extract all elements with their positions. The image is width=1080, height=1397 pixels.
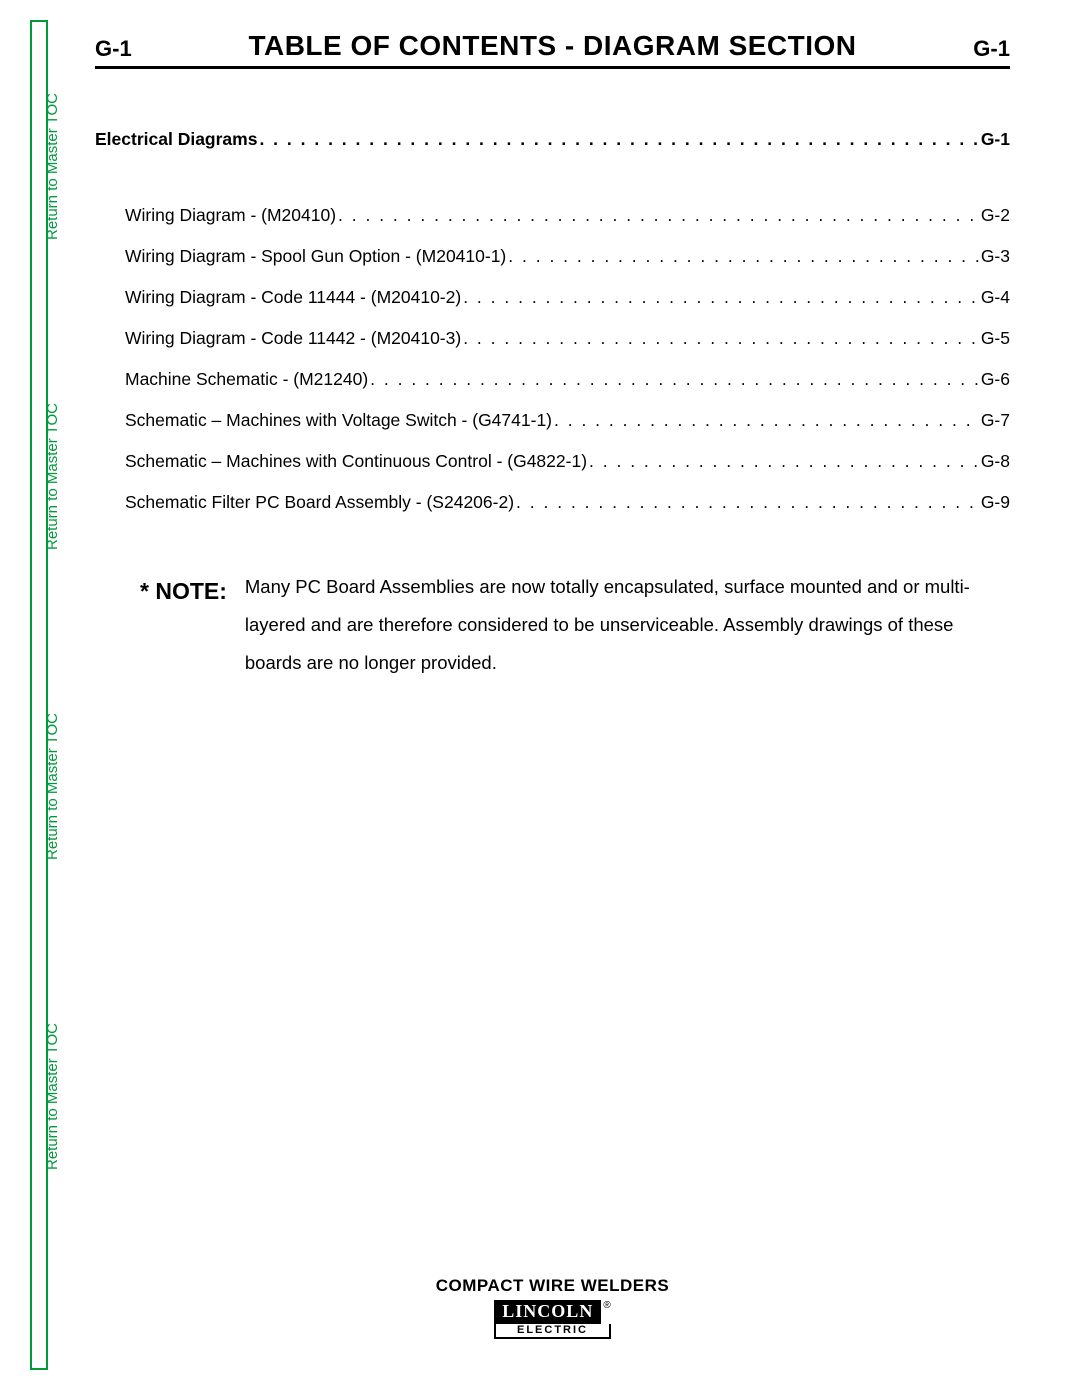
toc-item-label: Wiring Diagram - (M20410) (125, 205, 336, 226)
toc-item-page: G-7 (981, 410, 1010, 431)
toc-item-label: Schematic – Machines with Continuous Con… (125, 451, 587, 472)
note-label: * NOTE: (95, 568, 245, 682)
logo-top-text: LINCOLN (494, 1300, 601, 1324)
toc-leader-dots: . . . . . . . . . . . . . . . . . . . . … (506, 246, 981, 267)
logo-bottom-text: ELECTRIC (494, 1324, 610, 1339)
page-footer: COMPACT WIRE WELDERS LINCOLN ® ELECTRIC (95, 1276, 1010, 1339)
note-text: Many PC Board Assemblies are now totally… (245, 568, 1010, 682)
toc-item-row[interactable]: Schematic – Machines with Continuous Con… (95, 451, 1010, 472)
toc-item-label: Schematic – Machines with Voltage Switch… (125, 410, 552, 431)
toc-item-row[interactable]: Schematic – Machines with Voltage Switch… (95, 410, 1010, 431)
page-number-left: G-1 (95, 36, 132, 62)
toc-leader-dots: . . . . . . . . . . . . . . . . . . . . … (257, 129, 980, 150)
brand-logo: LINCOLN ® ELECTRIC (494, 1300, 610, 1339)
toc-item-row[interactable]: Wiring Diagram - (M20410) . . . . . . . … (95, 205, 1010, 226)
toc-item-row[interactable]: Wiring Diagram - Spool Gun Option - (M20… (95, 246, 1010, 267)
page: Return to Master TOC Return to Master TOC… (0, 0, 1080, 1397)
toc-item-label: Schematic Filter PC Board Assembly - (S2… (125, 492, 514, 513)
toc-leader-dots: . . . . . . . . . . . . . . . . . . . . … (587, 451, 981, 472)
toc-item-row[interactable]: Machine Schematic - (M21240) . . . . . .… (95, 369, 1010, 390)
toc-section-row[interactable]: Electrical Diagrams . . . . . . . . . . … (95, 129, 1010, 150)
registered-icon: ® (603, 1300, 610, 1311)
toc-item-page: G-9 (981, 492, 1010, 513)
toc-leader-dots: . . . . . . . . . . . . . . . . . . . . … (336, 205, 981, 226)
toc-leader-dots: . . . . . . . . . . . . . . . . . . . . … (461, 328, 981, 349)
toc-item-label: Wiring Diagram - Code 11444 - (M20410-2) (125, 287, 461, 308)
toc-item-label: Wiring Diagram - Code 11442 - (M20410-3) (125, 328, 461, 349)
return-to-master-toc-link[interactable]: Return to Master TOC (44, 1023, 61, 1170)
toc-item-row[interactable]: Wiring Diagram - Code 11444 - (M20410-2)… (95, 287, 1010, 308)
page-header: G-1 TABLE OF CONTENTS - DIAGRAM SECTION … (95, 30, 1010, 69)
toc-leader-dots: . . . . . . . . . . . . . . . . . . . . … (461, 287, 981, 308)
page-title: TABLE OF CONTENTS - DIAGRAM SECTION (248, 30, 856, 62)
return-to-master-toc-link[interactable]: Return to Master TOC (44, 93, 61, 240)
toc-leader-dots: . . . . . . . . . . . . . . . . . . . . … (368, 369, 981, 390)
toc-item-label: Machine Schematic - (M21240) (125, 369, 368, 390)
return-to-master-toc-link[interactable]: Return to Master TOC (44, 403, 61, 550)
toc-item-row[interactable]: Schematic Filter PC Board Assembly - (S2… (95, 492, 1010, 513)
toc-item-page: G-5 (981, 328, 1010, 349)
toc-leader-dots: . . . . . . . . . . . . . . . . . . . . … (514, 492, 981, 513)
toc-item-page: G-4 (981, 287, 1010, 308)
toc-item-page: G-6 (981, 369, 1010, 390)
toc-leader-dots: . . . . . . . . . . . . . . . . . . . . … (552, 410, 981, 431)
toc-item-label: Wiring Diagram - Spool Gun Option - (M20… (125, 246, 506, 267)
content-area: G-1 TABLE OF CONTENTS - DIAGRAM SECTION … (95, 30, 1010, 1357)
toc-item-page: G-3 (981, 246, 1010, 267)
toc-section-label: Electrical Diagrams (95, 129, 257, 150)
page-number-right: G-1 (973, 36, 1010, 62)
return-to-master-toc-link[interactable]: Return to Master TOC (44, 713, 61, 860)
toc-item-page: G-2 (981, 205, 1010, 226)
note-block: * NOTE: Many PC Board Assemblies are now… (95, 568, 1010, 682)
table-of-contents: Electrical Diagrams . . . . . . . . . . … (95, 129, 1010, 513)
toc-item-row[interactable]: Wiring Diagram - Code 11442 - (M20410-3)… (95, 328, 1010, 349)
toc-item-page: G-8 (981, 451, 1010, 472)
footer-title: COMPACT WIRE WELDERS (95, 1276, 1010, 1296)
toc-section-page: G-1 (981, 129, 1010, 150)
